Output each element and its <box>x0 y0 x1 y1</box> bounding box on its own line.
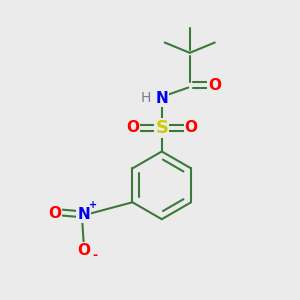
Text: H: H <box>140 92 151 106</box>
Text: O: O <box>48 206 61 221</box>
Text: N: N <box>77 207 90 222</box>
Text: O: O <box>208 78 221 93</box>
Text: O: O <box>77 243 90 258</box>
Text: -: - <box>92 249 98 262</box>
Text: +: + <box>89 200 97 210</box>
Text: O: O <box>185 120 198 135</box>
Text: O: O <box>126 120 139 135</box>
Text: N: N <box>155 91 168 106</box>
Text: S: S <box>155 119 168 137</box>
